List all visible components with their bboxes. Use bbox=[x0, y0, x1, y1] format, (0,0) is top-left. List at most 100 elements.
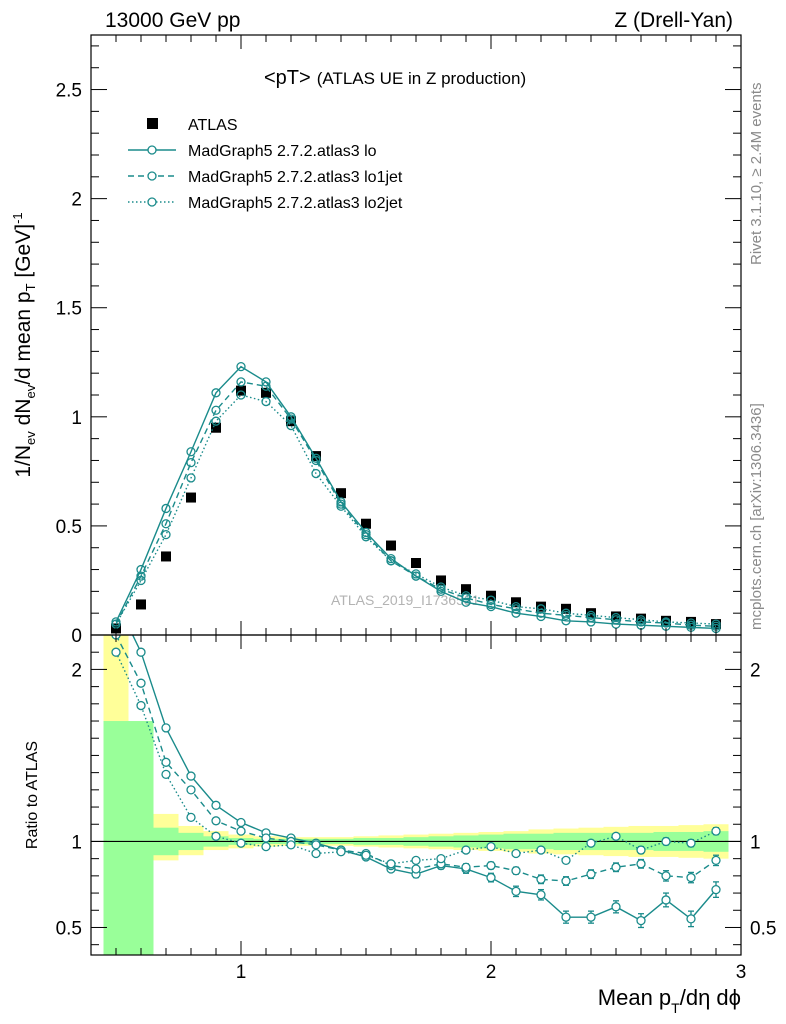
series-marker bbox=[261, 381, 271, 391]
ratio-marker bbox=[686, 872, 696, 883]
series-marker bbox=[236, 390, 246, 400]
axes: 1 2 3 0 0.5 1 1.5 2 2.5 0.5 0.5 1 1 2 2 bbox=[56, 34, 776, 983]
main-y-axis-label: 1/Nev dNev/d mean pT [GeV]-1 bbox=[10, 212, 38, 477]
ratio-marker bbox=[436, 854, 446, 864]
series-marker bbox=[286, 414, 296, 424]
series-marker bbox=[636, 615, 646, 625]
x-label-sub-t: T bbox=[671, 1000, 680, 1016]
ratio-marker bbox=[236, 817, 246, 828]
ratio-y-tick-label: 0.5 bbox=[56, 918, 82, 939]
series-marker bbox=[211, 388, 221, 398]
series-marker bbox=[661, 617, 671, 627]
ratio-marker bbox=[486, 860, 496, 871]
series-marker bbox=[186, 457, 196, 468]
ratio-y-tick-label: 1 bbox=[71, 832, 82, 853]
series-marker bbox=[461, 597, 471, 607]
data-point bbox=[386, 540, 396, 551]
series-marker bbox=[311, 468, 321, 479]
ratio-marker bbox=[461, 845, 471, 855]
data-point bbox=[536, 601, 546, 612]
y-tick-label: 0 bbox=[71, 626, 82, 647]
series-marker bbox=[236, 361, 246, 372]
ratio-marker bbox=[186, 812, 196, 823]
data-point bbox=[636, 613, 646, 624]
series-marker bbox=[586, 610, 596, 621]
legend-marker bbox=[147, 171, 157, 181]
ratio-marker bbox=[661, 871, 671, 881]
series-marker bbox=[261, 396, 271, 407]
data-point bbox=[661, 615, 671, 626]
ratio-marker bbox=[511, 866, 521, 876]
ratio-marker bbox=[411, 855, 421, 866]
ratio-marker bbox=[311, 840, 321, 850]
ratio-marker bbox=[261, 833, 271, 843]
series-marker bbox=[136, 571, 146, 581]
x-axis-label: Mean pT/dη dϕ bbox=[598, 985, 741, 1016]
ratio-marker bbox=[661, 895, 671, 905]
ratio-marker bbox=[336, 847, 346, 857]
main-panel bbox=[111, 361, 721, 634]
ratio-y-axis-label: Ratio to ATLAS bbox=[24, 741, 41, 849]
series-marker bbox=[411, 569, 421, 579]
series-marker bbox=[211, 416, 221, 426]
series-marker bbox=[161, 519, 171, 529]
y-tick-label: 1.5 bbox=[56, 299, 82, 320]
series-marker bbox=[686, 618, 696, 628]
ratio-marker bbox=[186, 771, 196, 781]
legend-marker bbox=[147, 145, 157, 155]
y-label-part2: dN bbox=[12, 399, 35, 432]
ratio-frame bbox=[90, 634, 742, 956]
x-tick-label: 3 bbox=[736, 962, 747, 983]
ratio-marker bbox=[636, 845, 646, 855]
ratio-marker bbox=[186, 785, 196, 795]
ratio-marker bbox=[586, 869, 596, 879]
ratio-marker bbox=[636, 915, 646, 926]
series-marker bbox=[261, 377, 271, 387]
series-marker bbox=[236, 377, 246, 387]
series-marker bbox=[136, 564, 146, 575]
ratio-marker bbox=[411, 864, 421, 874]
legend-label: MadGraph5 2.7.2.atlas3 lo2jet bbox=[188, 195, 403, 212]
ratio-marker bbox=[711, 826, 721, 836]
chart-subtitle: (ATLAS UE in Z production) bbox=[317, 69, 526, 88]
ratio-marker bbox=[236, 826, 246, 836]
legend-marker-data bbox=[147, 118, 158, 129]
series-marker bbox=[336, 501, 346, 511]
ratio-marker bbox=[211, 800, 221, 810]
ratio-marker bbox=[686, 838, 696, 848]
series-line bbox=[115, 381, 717, 627]
series-marker bbox=[286, 420, 296, 431]
ratio-y-tick-label-right: 2 bbox=[750, 660, 761, 681]
ratio-marker bbox=[286, 840, 296, 850]
ratio-marker bbox=[211, 831, 221, 841]
ratio-marker bbox=[561, 876, 571, 886]
ratio-marker bbox=[686, 914, 696, 924]
ratio-marker bbox=[586, 912, 596, 922]
ratio-marker bbox=[136, 678, 146, 688]
series-marker bbox=[386, 556, 396, 566]
series-marker bbox=[136, 575, 146, 586]
y-label-part3: /d mean p bbox=[12, 291, 35, 384]
data-point bbox=[161, 551, 171, 562]
legend-label: MadGraph5 2.7.2.atlas3 lo1jet bbox=[188, 169, 403, 186]
ratio-marker bbox=[536, 874, 546, 884]
ratio-marker bbox=[536, 890, 546, 900]
series-marker bbox=[161, 529, 171, 540]
series-marker bbox=[536, 608, 546, 618]
x-tick-label: 2 bbox=[486, 962, 497, 983]
ratio-uncertainty-bands bbox=[103, 635, 729, 955]
ratio-marker bbox=[161, 723, 171, 733]
data-point bbox=[136, 599, 146, 610]
series-marker bbox=[511, 601, 521, 612]
x-label-part2: /dη dϕ bbox=[680, 985, 741, 1010]
chart-title: <pT> (ATLAS UE in Z production) bbox=[264, 67, 526, 89]
ratio-marker bbox=[636, 859, 646, 869]
side-text-top: Rivet 3.1.10, ≥ 2.4M events bbox=[748, 83, 765, 266]
header-right: Z (Drell-Yan) bbox=[614, 9, 733, 32]
y-tick-label: 0.5 bbox=[56, 517, 82, 538]
y-label-part4: [GeV] bbox=[12, 224, 35, 284]
ratio-marker bbox=[486, 841, 496, 852]
series-marker bbox=[361, 532, 371, 542]
series-line bbox=[115, 365, 717, 630]
